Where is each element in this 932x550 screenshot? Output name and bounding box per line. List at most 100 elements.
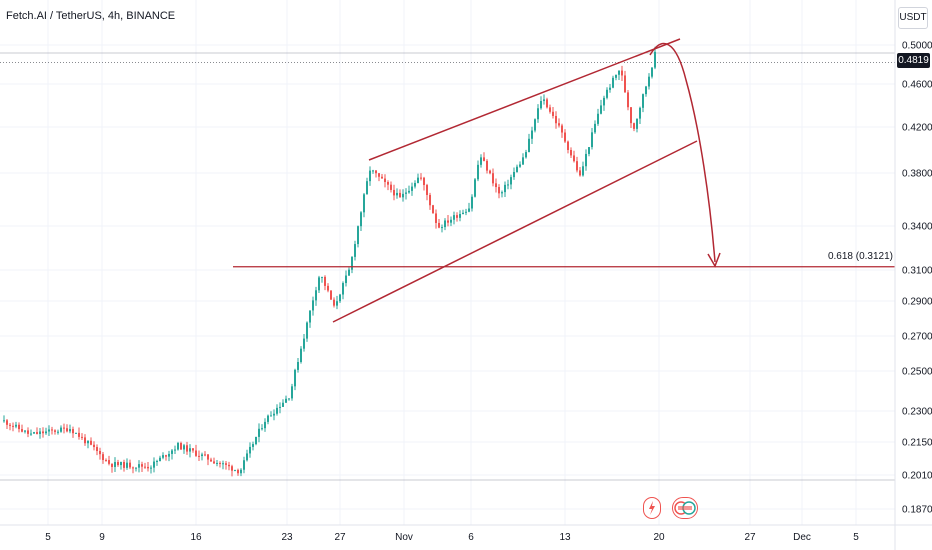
candle-body [213,461,215,464]
candlestick-series [3,46,656,477]
candle-body [180,442,182,450]
candle-body [147,466,149,469]
candle-body [285,398,287,403]
x-tick-label: 9 [99,532,105,543]
candle-body [192,448,194,451]
candle-body [198,455,200,457]
currency-unit-button[interactable]: USDT [898,7,928,29]
candle-body [195,450,197,456]
chart-grid [0,0,895,525]
candle-body [42,431,44,434]
candle-body [114,462,116,467]
candle-body [174,449,176,451]
x-tick-label: 23 [281,532,293,543]
price-axis[interactable]: 0.5000 0.4600 0.4200 0.3800 0.3400 0.3100 0.29… [894,0,932,550]
candle-body [30,433,32,435]
candle-body [408,190,410,193]
candle-body [144,466,146,468]
candle-body [372,170,374,172]
candle-body [579,170,581,176]
candle-body [576,161,578,171]
candle-body [582,166,584,176]
x-tick-label: 16 [190,532,202,543]
candle-body [381,176,383,179]
candle-body [465,211,467,213]
candle-body [477,164,479,180]
candle-body [108,460,110,464]
candle-body [78,432,80,437]
candle-body [243,460,245,470]
candle-body [486,160,488,171]
candle-body [375,170,377,174]
candle-body [648,76,650,87]
candle-body [267,415,269,422]
candle-body [291,386,293,399]
candle-body [321,276,323,278]
channel-upper-line [368,38,681,161]
candle-body [459,214,461,218]
candle-body [165,455,167,457]
projection-arrowhead [707,252,721,268]
time-axis[interactable]: 5 9 16 23 27 Nov 6 13 20 27 Dec 5 [0,524,932,543]
candle-body [363,194,365,213]
candle-body [612,77,614,88]
candle-body [201,454,203,457]
candle-body [156,461,158,463]
candle-body [600,105,602,114]
lightning-icon[interactable] [643,497,661,519]
candle-body [315,290,317,301]
candle-body [240,469,242,474]
candle-body [333,299,335,306]
candle-body [537,108,539,120]
candle-body [273,413,275,416]
candle-body [306,322,308,339]
y-tick-label: 0.4600 [902,80,932,91]
candle-body [540,100,542,109]
candle-body [456,215,458,218]
candle-body [102,454,104,460]
candle-body [432,205,434,214]
candle-body [135,467,137,469]
candle-body [468,208,470,212]
candle-body [210,459,212,462]
projection-arrow [649,42,716,263]
candle-body [570,149,572,156]
candle-body [357,226,359,245]
candle-body [48,429,50,432]
x-tick-label: 27 [744,532,756,543]
candle-body [207,454,209,460]
candle-body [51,429,53,431]
y-tick-label: 0.2300 [902,407,932,418]
horizontal-levels [0,52,895,481]
candle-body [57,431,59,433]
candle-body [360,212,362,227]
candle-body [405,192,407,194]
candle-body [54,430,56,432]
candle-body [168,453,170,457]
y-tick-label: 0.3400 [902,222,932,233]
candle-body [507,184,509,186]
candle-body [9,424,11,426]
candle-body [45,431,47,434]
candle-body [237,469,239,474]
candle-body [528,138,530,153]
candle-body [513,171,515,178]
candle-body [384,178,386,183]
x-tick-label: 5 [853,532,859,543]
candle-body [216,462,218,464]
candle-body [495,183,497,188]
candle-body [387,182,389,185]
candle-body [129,462,131,468]
candle-body [276,407,278,414]
earnings-icon[interactable] [672,497,698,519]
candle-body [369,170,371,182]
candle-body [429,194,431,206]
candle-body [423,177,425,186]
candle-body [234,469,236,471]
candle-body [21,429,23,432]
candle-body [345,275,347,284]
candle-body [141,464,143,467]
candle-body [447,220,449,223]
candle-body [435,213,437,223]
